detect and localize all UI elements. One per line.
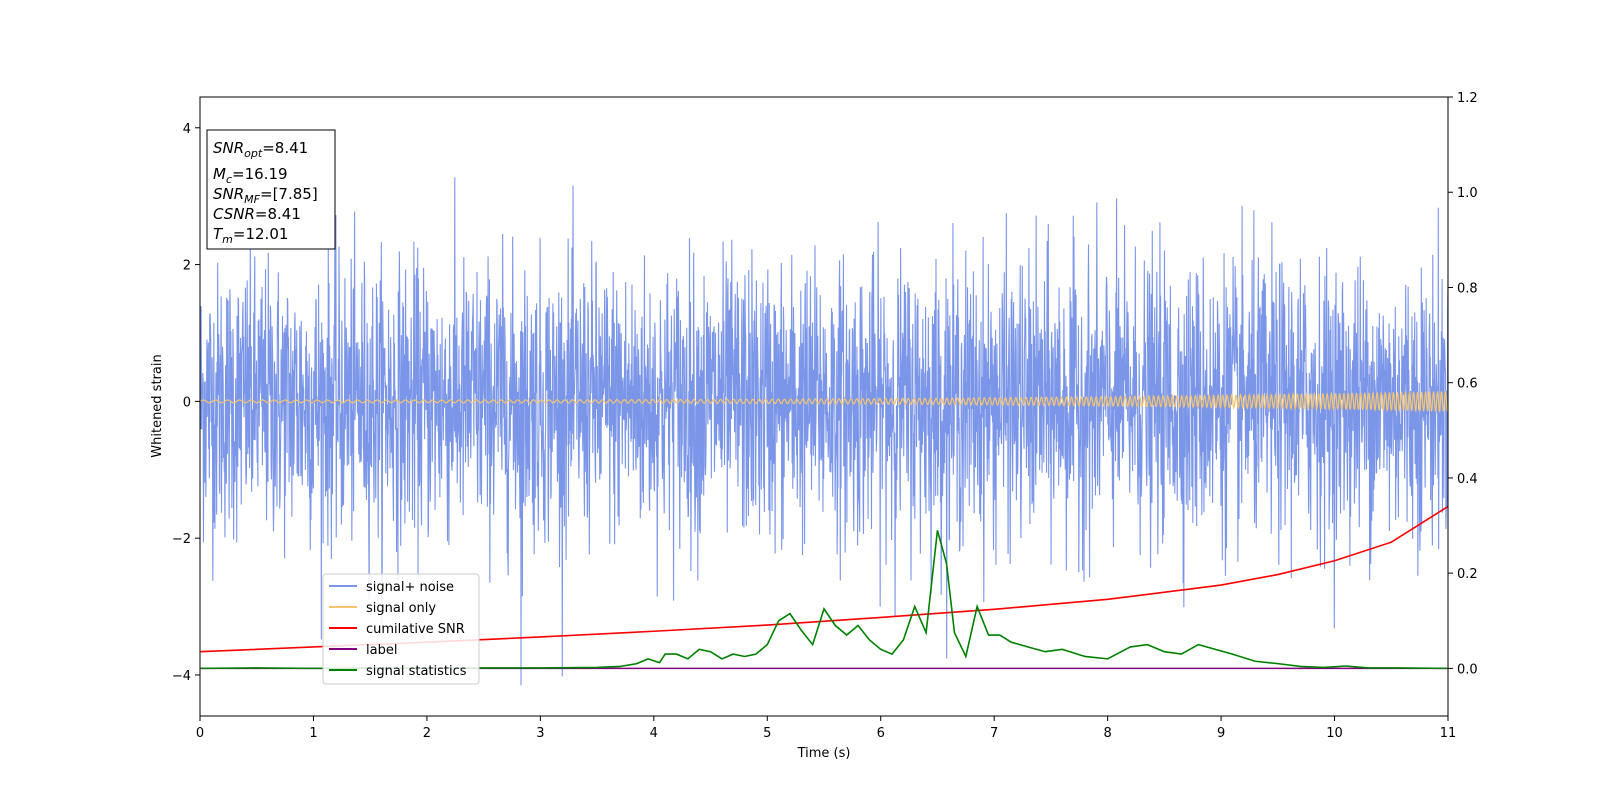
annotation-line: CSNR=8.41	[213, 205, 301, 223]
legend-label: signal statistics	[366, 664, 467, 679]
legend-item: signal statistics	[329, 664, 467, 679]
legend-item: cumilative SNR	[329, 622, 465, 637]
x-tick-label: 0	[196, 726, 204, 741]
y-tick-label: −4	[172, 669, 191, 684]
annotation-line: SNRopt=8.41	[213, 139, 308, 160]
x-tick-label: 11	[1440, 726, 1457, 741]
y2-tick-label: 0.8	[1457, 281, 1478, 296]
x-axis-label: Time (s)	[797, 746, 851, 761]
legend-item: label	[329, 643, 397, 658]
x-tick-label: 5	[763, 726, 771, 741]
y2-tick-label: 0.6	[1457, 377, 1478, 392]
x-tick-label: 8	[1103, 726, 1111, 741]
x-tick-label: 6	[877, 726, 885, 741]
legend-item: signal+ noise	[329, 580, 454, 595]
legend-label: signal+ noise	[366, 580, 454, 595]
y-tick-label: 2	[183, 259, 191, 274]
x-tick-label: 2	[423, 726, 431, 741]
annotation-line: SNRMF=[7.85]	[213, 185, 318, 206]
x-tick-label: 9	[1217, 726, 1225, 741]
legend: signal+ noise signal only cumilative SNR la…	[322, 573, 480, 685]
annotation-line: Tm=12.01	[213, 225, 288, 246]
series-signal-only	[200, 390, 1448, 414]
legend-item: signal only	[329, 601, 436, 616]
annotation-frame	[206, 129, 336, 250]
y-tick-label: −2	[172, 532, 191, 547]
x-tick-label: 7	[990, 726, 998, 741]
legend-frame	[322, 573, 480, 685]
annotation-line: Mc=16.19	[213, 165, 288, 186]
y2-tick-label: 0.4	[1457, 472, 1478, 487]
y-tick-label: 4	[183, 122, 191, 137]
x-tick-label: 1	[309, 726, 317, 741]
annotation-box: SNRopt=8.41 Mc=16.19SNRMF=[7.85]CSNR=8.41…	[206, 129, 336, 250]
y2-tick-label: 1.2	[1457, 91, 1478, 106]
legend-label: label	[366, 643, 397, 658]
x-tick-label: 3	[536, 726, 544, 741]
series-signal-noise	[200, 177, 1448, 686]
x-tick-label: 10	[1326, 726, 1343, 741]
y2-tick-label: 1.0	[1457, 186, 1478, 201]
legend-label: signal only	[366, 601, 436, 616]
y-tick-label: 0	[183, 395, 191, 410]
legend-label: cumilative SNR	[366, 622, 465, 637]
y2-tick-label: 0.0	[1457, 662, 1478, 677]
y2-tick-label: 0.2	[1457, 567, 1478, 582]
y-axis-label: Whitened strain	[150, 354, 165, 457]
series-signal-statistics	[200, 530, 1448, 670]
plot-frame	[199, 96, 1449, 717]
x-tick-label: 4	[650, 726, 658, 741]
